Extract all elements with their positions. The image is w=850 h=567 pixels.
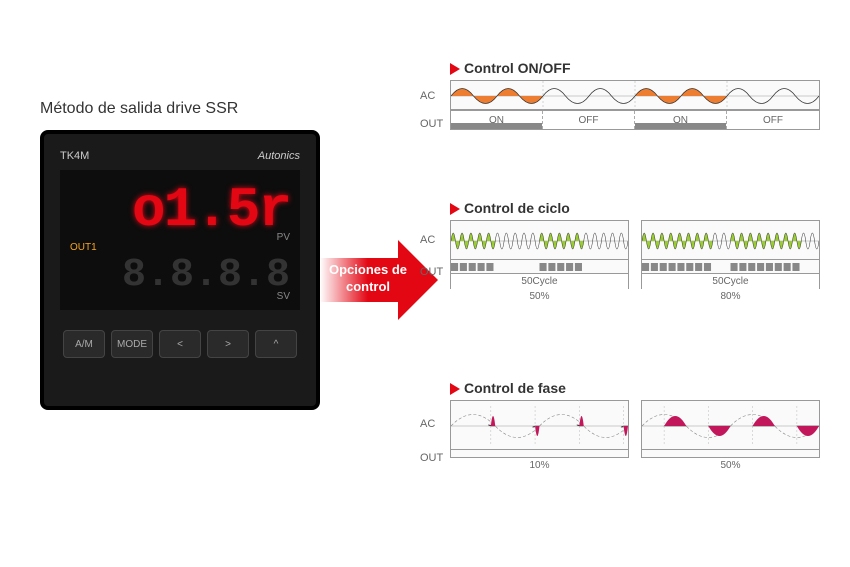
onoff-title: Control ON/OFF [464,60,571,76]
cycle-out-bar [641,260,820,274]
cycle-label: 50Cycle [450,274,629,289]
triangle-icon [450,63,460,75]
cycle-block-50: 50Cycle 50% [450,220,629,302]
sv-label: SV [277,291,290,302]
cycle-pct: 50% [450,289,629,302]
phase-block-50: 50% [641,400,820,471]
device-model: TK4M [60,150,89,162]
onoff-out-row: ON OFF ON OFF [450,110,820,130]
phase-title: Control de fase [464,380,566,396]
cycle-label: 50Cycle [641,274,820,289]
right-button[interactable]: > [207,330,249,358]
ssr-method-title: Método de salida drive SSR [40,100,238,118]
onoff-seg: ON [451,111,543,129]
onoff-seg: ON [635,111,727,129]
out1-indicator: OUT1 [70,242,97,253]
mode-button[interactable]: MODE [111,330,153,358]
phase-out-bar [641,450,820,458]
device-brand: Autonics [258,150,300,162]
phase-ac-wave [450,400,629,450]
cycle-ac-wave [641,220,820,260]
onoff-seg: OFF [727,111,819,129]
out-label: OUT [420,266,443,278]
cycle-block-80: 50Cycle 80% [641,220,820,302]
am-button[interactable]: A/M [63,330,105,358]
cycle-section: Control de ciclo AC OUT 50Cycle 50% [450,200,820,302]
cycle-pct: 80% [641,289,820,302]
ac-label: AC [420,418,435,430]
arrow-label: Opciones de control [328,262,408,296]
ac-label: AC [420,234,435,246]
phase-out-bar [450,450,629,458]
triangle-icon [450,203,460,215]
out-label: OUT [420,452,443,464]
pv-label: PV [277,232,290,243]
device-display: o1.5r PV OUT1 8.8.8.8 SV [60,170,300,310]
out-label: OUT [420,118,443,130]
sv-value: 8.8.8.8 [70,256,290,296]
phase-ac-wave [641,400,820,450]
phase-pct: 50% [641,458,820,471]
left-button[interactable]: < [159,330,201,358]
onoff-seg: OFF [543,111,635,129]
phase-pct: 10% [450,458,629,471]
onoff-section: Control ON/OFF AC OUT ON OFF ON OFF [450,60,820,130]
phase-section: Control de fase AC OUT 10% 50% [450,380,820,471]
cycle-title: Control de ciclo [464,200,570,216]
triangle-icon [450,383,460,395]
onoff-ac-wave [450,80,820,110]
controller-device: TK4M Autonics o1.5r PV OUT1 8.8.8.8 SV A… [40,130,320,410]
ac-label: AC [420,90,435,102]
pv-value: o1.5r [70,182,290,238]
options-arrow: Opciones de control [320,240,440,320]
phase-block-10: 10% [450,400,629,471]
cycle-ac-wave [450,220,629,260]
cycle-out-bar [450,260,629,274]
device-button-row: A/M MODE < > ^ [60,330,300,358]
up-button[interactable]: ^ [255,330,297,358]
